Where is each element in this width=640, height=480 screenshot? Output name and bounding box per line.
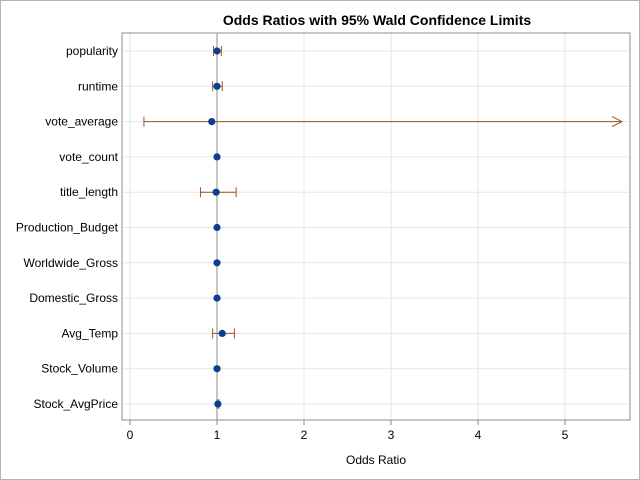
x-tick-label: 2 — [301, 428, 308, 442]
x-tick-label: 4 — [475, 428, 482, 442]
plot-area — [121, 32, 631, 421]
category-label: Avg_Temp — [62, 326, 119, 340]
chart-title: Odds Ratios with 95% Wald Confidence Lim… — [223, 12, 532, 28]
estimate-point — [213, 153, 221, 161]
category-label: Production_Budget — [16, 221, 119, 235]
estimate-point — [213, 259, 221, 267]
estimate-point — [213, 47, 221, 55]
x-axis-label: Odds Ratio — [346, 453, 406, 467]
estimate-point — [213, 223, 221, 232]
estimate-point — [212, 188, 220, 196]
x-tick-label: 5 — [562, 428, 569, 442]
estimate-point — [218, 329, 226, 337]
marks-layer — [143, 46, 624, 409]
estimate-point — [213, 82, 221, 90]
x-tick-label: 0 — [127, 428, 134, 442]
category-label: popularity — [66, 44, 118, 58]
x-tick-label: 3 — [388, 428, 395, 442]
category-label: vote_count — [59, 150, 118, 164]
category-label: title_length — [60, 185, 118, 199]
category-label: Stock_Volume — [41, 362, 118, 376]
estimate-point — [208, 118, 216, 126]
category-label: Domestic_Gross — [29, 291, 118, 305]
x-tick-label: 1 — [214, 428, 221, 442]
estimate-point — [214, 400, 222, 408]
ci-arrowhead — [611, 116, 624, 128]
x-axis-ticks: 0 1 2 3 4 5 — [127, 420, 569, 442]
grid-layer — [122, 33, 630, 420]
category-label: Stock_AvgPrice — [34, 397, 119, 411]
category-label: vote_average — [45, 115, 118, 129]
category-label: runtime — [78, 79, 118, 93]
category-labels: popularity runtime vote_average vote_countt… — [16, 44, 119, 411]
estimate-point — [213, 294, 221, 302]
estimate-point — [213, 365, 221, 373]
category-label: Worldwide_Gross — [24, 256, 118, 270]
